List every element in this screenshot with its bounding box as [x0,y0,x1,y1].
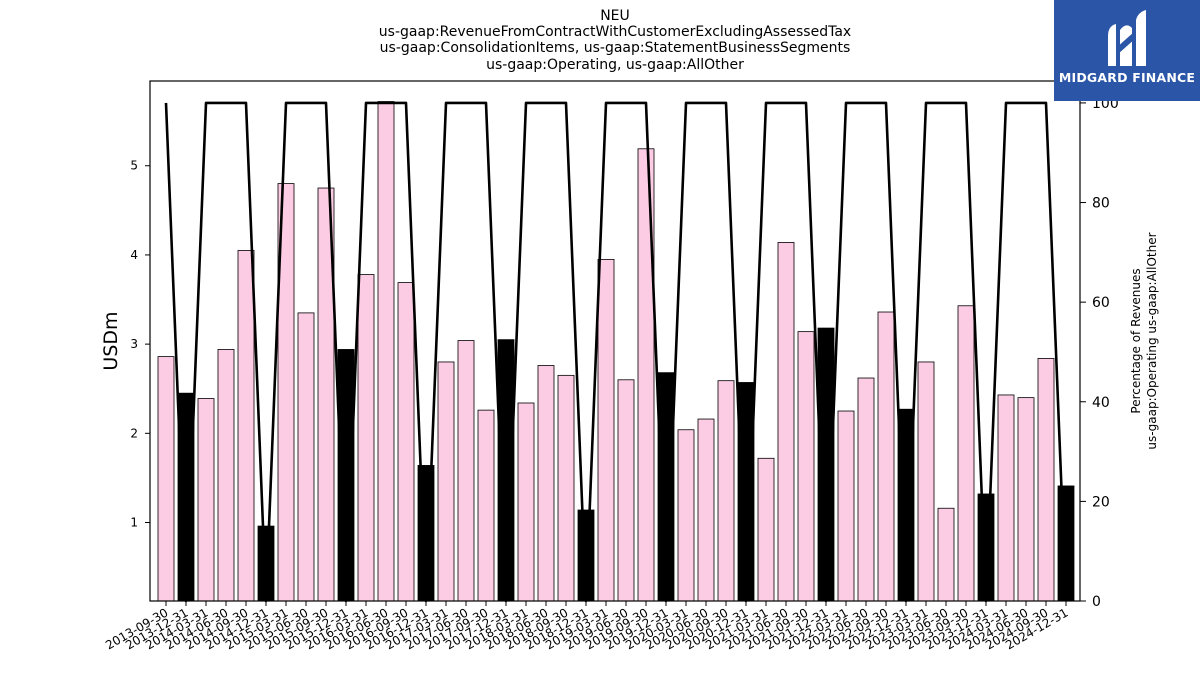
bar-2019-03-31 [597,258,615,602]
bar-2016-06-30 [377,101,395,602]
bar-2015-06-30 [297,312,315,602]
midgard-finance-logo: MIDGARD FINANCE [1054,0,1200,101]
title-line-2: us-gaap:RevenueFromContractWithCustomerE… [378,24,852,40]
logo-text: MIDGARD FINANCE [1058,70,1196,85]
bar-2016-03-31 [357,274,375,602]
percent-line [164,101,1068,603]
ytick-label-right-20: 20 [1092,494,1110,510]
bar-2016-09-30 [397,282,415,602]
bar-2017-09-30 [477,409,495,602]
ytick-label-right-80: 80 [1092,196,1110,212]
bar-2018-06-30 [537,365,555,602]
ytick-label-right-0: 0 [1092,594,1101,610]
y-axis-label-right-line-1: Percentage of Revenues [1129,268,1143,413]
bar-2024-06-30 [1017,397,1035,602]
ytick-label-right-60: 60 [1092,295,1110,311]
bar-2019-06-30 [617,379,635,602]
title-line-1: NEU [600,8,630,24]
ytick-label-left-2: 2 [130,426,138,440]
ytick-label-left-3: 3 [130,337,138,351]
bar-2018-03-31 [517,402,535,602]
bar-2014-06-30 [217,349,235,602]
bar-2013-09-30 [157,356,175,602]
bar-2024-09-30 [1037,357,1055,602]
bar-2017-03-31 [437,361,455,602]
bar-2018-09-30 [557,374,575,602]
ytick-label-left-5: 5 [130,159,138,173]
bar-2021-03-31 [757,457,775,602]
plot-frame [149,80,1081,602]
midgard-logo-icon [1108,10,1146,66]
bar-2017-06-30 [457,340,475,602]
bar-2020-03-31 [677,429,695,602]
bar-2023-06-30 [937,507,955,602]
bar-2023-03-31 [917,361,935,602]
ytick-label-right-40: 40 [1092,395,1110,411]
y-axis-label-right-line-2: us-gaap:Operating us-gaap:AllOther [1145,232,1159,449]
ytick-label-left-4: 4 [130,248,138,262]
title-line-4: us-gaap:Operating, us-gaap:AllOther [486,57,744,73]
bar-2022-06-30 [857,377,875,602]
bar-2020-09-30 [717,380,735,602]
bar-2023-09-30 [957,305,975,602]
bar-2024-03-31 [997,394,1015,602]
bar-2014-03-31 [197,398,215,602]
title-line-3: us-gaap:ConsolidationItems, us-gaap:Stat… [379,40,851,56]
bar-2021-09-30 [797,331,815,602]
ytick-label-left-1: 1 [130,516,138,530]
y-axis-label-left: USDm [100,311,122,370]
bar-2022-03-31 [837,410,855,602]
bar-2020-06-30 [697,418,715,602]
bar-2014-09-30 [237,250,255,602]
bar-2022-09-30 [877,311,895,602]
bar-2021-06-30 [777,242,795,602]
